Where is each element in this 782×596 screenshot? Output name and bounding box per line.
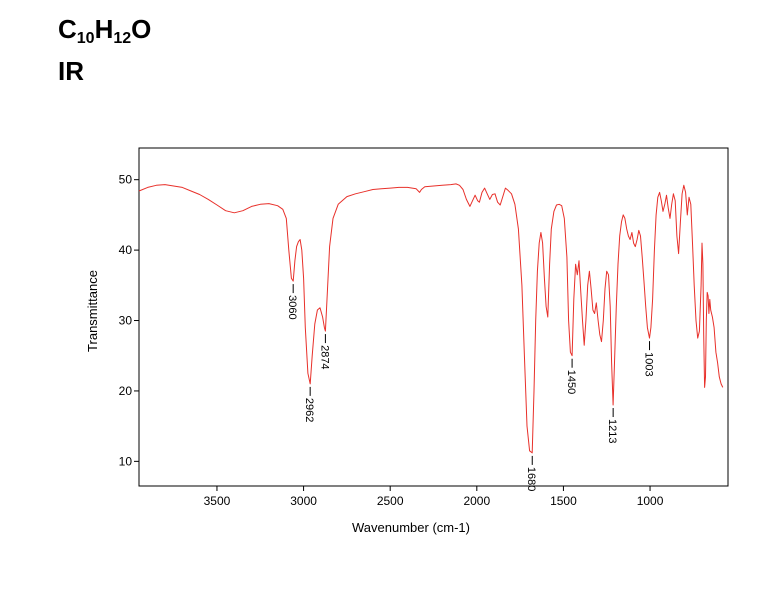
y-axis: 10 20 30 40 50 [119,173,139,468]
peak-label-3060: 3060 [286,295,298,319]
molecular-formula: C10H12O [58,16,151,47]
peak-annotations: 3060 2962 2874 1680 1450 1213 1003 [286,284,655,491]
x-tick-label-3000: 3000 [290,494,317,508]
y-axis-label: Transmittance [85,270,100,352]
x-axis: 3500 3000 2500 2000 1500 1000 [204,486,664,508]
y-tick-label-40: 40 [119,243,133,257]
y-tick-label-10: 10 [119,454,133,468]
y-tick-label-30: 30 [119,314,133,328]
y-tick-label-50: 50 [119,173,133,187]
formula-element-o: O [131,14,152,44]
x-tick-label-2000: 2000 [463,494,490,508]
peak-label-1450: 1450 [565,370,577,394]
y-tick-label-20: 20 [119,384,133,398]
plot-frame [138,147,729,487]
peak-label-1213: 1213 [606,419,618,443]
peak-label-1680: 1680 [525,467,537,491]
x-tick-label-1500: 1500 [550,494,577,508]
formula-element-h: H [94,14,114,44]
peak-label-1003: 1003 [643,352,655,376]
x-tick-label-3500: 3500 [204,494,231,508]
x-axis-label: Wavenumber (cm-1) [352,520,470,535]
x-tick-label-1000: 1000 [637,494,664,508]
peak-label-2874: 2874 [318,345,330,369]
formula-element-c: C [58,14,77,44]
spectrum-line [138,183,724,454]
formula-count-h: 12 [113,30,132,47]
spectrum-technique-label: IR [58,56,84,86]
formula-count-c: 10 [76,30,95,47]
peak-label-2962: 2962 [303,398,315,422]
x-tick-label-2500: 2500 [377,494,404,508]
